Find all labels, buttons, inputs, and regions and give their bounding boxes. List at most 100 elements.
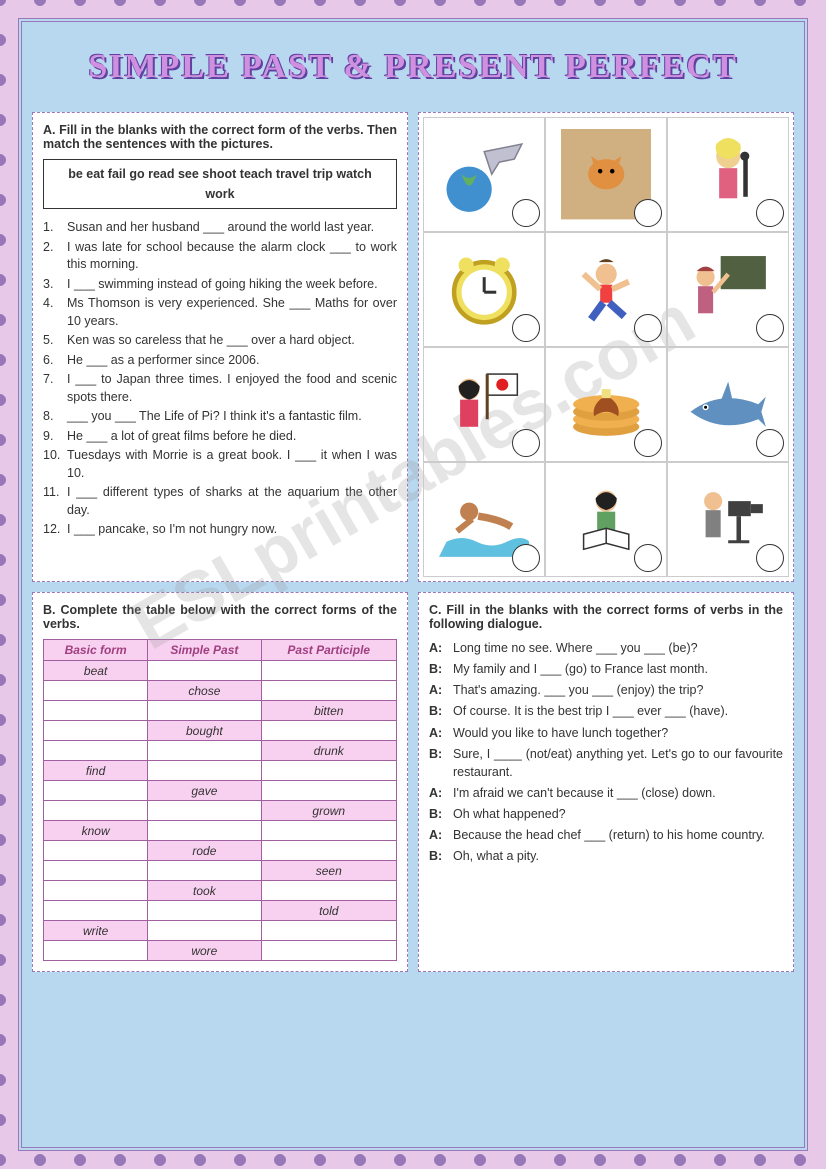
table-cell[interactable] (261, 841, 397, 861)
table-cell: rode (148, 841, 261, 861)
table-cell[interactable] (261, 761, 397, 781)
dialogue-line: B:Oh what happened? (429, 805, 783, 823)
section-b-heading: B. Complete the table below with the cor… (43, 603, 397, 631)
table-cell[interactable] (44, 901, 148, 921)
picture-cell-japan-flag-girl (423, 347, 545, 462)
table-cell: gave (148, 781, 261, 801)
table-cell: find (44, 761, 148, 781)
answer-bubble[interactable] (634, 314, 662, 342)
question-number: 2. (43, 239, 67, 274)
speaker-label: B: (429, 847, 453, 865)
page-title: SIMPLE PAST & PRESENT PERFECT (88, 48, 737, 86)
table-cell[interactable] (148, 661, 261, 681)
question-item: 9.He ___ a lot of great films before he … (43, 428, 397, 446)
table-row: took (44, 881, 397, 901)
question-item: 7.I ___ to Japan three times. I enjoyed … (43, 371, 397, 406)
table-cell[interactable] (148, 741, 261, 761)
answer-bubble[interactable] (756, 429, 784, 457)
table-cell[interactable] (261, 921, 397, 941)
picture-cell-shark (667, 347, 789, 462)
table-row: grown (44, 801, 397, 821)
table-cell[interactable] (44, 941, 148, 961)
question-item: 5.Ken was so careless that he ___ over a… (43, 332, 397, 350)
picture-cell-teacher (667, 232, 789, 347)
table-cell[interactable] (148, 921, 261, 941)
table-row: bitten (44, 701, 397, 721)
dialogue-line: A:That's amazing. ___ you ___ (enjoy) th… (429, 681, 783, 699)
dialogue-text: Oh what happened? (453, 805, 783, 823)
picture-cell-plane-globe (423, 117, 545, 232)
answer-bubble[interactable] (634, 429, 662, 457)
table-row: beat (44, 661, 397, 681)
question-text: I ___ different types of sharks at the a… (67, 484, 397, 519)
section-c: C. Fill in the blanks with the correct f… (418, 592, 794, 972)
table-cell[interactable] (44, 721, 148, 741)
answer-bubble[interactable] (512, 544, 540, 572)
dialogue-line: B:Sure, I ____ (not/eat) anything yet. L… (429, 745, 783, 781)
table-cell[interactable] (261, 881, 397, 901)
table-cell[interactable] (148, 821, 261, 841)
table-cell[interactable] (44, 741, 148, 761)
table-header: Past Participle (261, 640, 397, 661)
question-item: 4.Ms Thomson is very experienced. She __… (43, 295, 397, 330)
table-cell[interactable] (261, 821, 397, 841)
table-cell: chose (148, 681, 261, 701)
answer-bubble[interactable] (512, 314, 540, 342)
table-cell[interactable] (148, 701, 261, 721)
table-cell[interactable] (44, 681, 148, 701)
table-cell[interactable] (261, 681, 397, 701)
question-item: 1.Susan and her husband ___ around the w… (43, 219, 397, 237)
table-row: write (44, 921, 397, 941)
speaker-label: A: (429, 639, 453, 657)
table-row: told (44, 901, 397, 921)
picture-cell-falling-boy (545, 232, 667, 347)
table-cell[interactable] (44, 781, 148, 801)
table-row: find (44, 761, 397, 781)
question-number: 10. (43, 447, 67, 482)
wordbank: be eat fail go read see shoot teach trav… (43, 159, 397, 209)
table-cell[interactable] (148, 901, 261, 921)
table-cell[interactable] (148, 861, 261, 881)
answer-bubble[interactable] (634, 544, 662, 572)
dialogue-line: A:Long time no see. Where ___ you ___ (b… (429, 639, 783, 657)
table-cell[interactable] (44, 881, 148, 901)
table-cell[interactable] (44, 701, 148, 721)
question-item: 8.___ you ___ The Life of Pi? I think it… (43, 408, 397, 426)
table-cell[interactable] (261, 941, 397, 961)
content-grid: A. Fill in the blanks with the correct f… (22, 112, 804, 982)
question-item: 6.He ___ as a performer since 2006. (43, 352, 397, 370)
picture-cell-singer (667, 117, 789, 232)
answer-bubble[interactable] (756, 544, 784, 572)
picture-cell-tiger-boat (545, 117, 667, 232)
table-cell[interactable] (148, 801, 261, 821)
table-cell[interactable] (261, 781, 397, 801)
table-row: rode (44, 841, 397, 861)
picture-cell-alarm-clock (423, 232, 545, 347)
answer-bubble[interactable] (756, 314, 784, 342)
speaker-label: A: (429, 784, 453, 802)
dialogue-line: B:Of course. It is the best trip I ___ e… (429, 702, 783, 720)
table-cell: beat (44, 661, 148, 681)
answer-bubble[interactable] (634, 199, 662, 227)
picture-cell-swimmer (423, 462, 545, 577)
table-cell[interactable] (44, 861, 148, 881)
picture-cell-girl-reading (545, 462, 667, 577)
section-a: A. Fill in the blanks with the correct f… (32, 112, 408, 582)
question-text: I was late for school because the alarm … (67, 239, 397, 274)
answer-bubble[interactable] (512, 199, 540, 227)
table-row: bought (44, 721, 397, 741)
table-cell[interactable] (148, 761, 261, 781)
dialogue-text: I'm afraid we can't because it ___ (clos… (453, 784, 783, 802)
dialogue-text: Oh, what a pity. (453, 847, 783, 865)
table-row: know (44, 821, 397, 841)
dialogue-text: My family and I ___ (go) to France last … (453, 660, 783, 678)
table-cell[interactable] (44, 801, 148, 821)
table-cell[interactable] (44, 841, 148, 861)
section-c-heading: C. Fill in the blanks with the correct f… (429, 603, 783, 631)
table-cell[interactable] (261, 721, 397, 741)
section-a-heading: A. Fill in the blanks with the correct f… (43, 123, 397, 151)
question-number: 6. (43, 352, 67, 370)
answer-bubble[interactable] (756, 199, 784, 227)
table-cell[interactable] (261, 661, 397, 681)
answer-bubble[interactable] (512, 429, 540, 457)
